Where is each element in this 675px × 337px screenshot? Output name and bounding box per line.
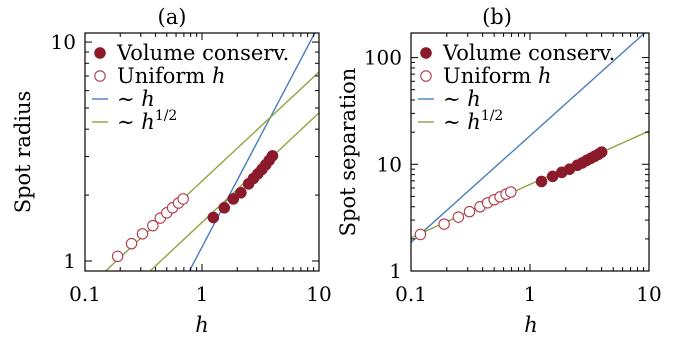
panel-b-lines: [411, 33, 649, 244]
volume-conserv-point-2: [227, 193, 240, 205]
x-tick-label: 10: [636, 282, 661, 306]
y-tick-label: 1: [63, 249, 76, 273]
uniform-h-point-3: [147, 219, 159, 232]
volume-conserv-point-3: [235, 186, 247, 199]
legend-label-1: Uniform h: [117, 64, 226, 88]
panel-a-ticks: 0.1 1 10 1 10: [51, 30, 332, 306]
y-tick-label: 10: [51, 30, 76, 54]
volume-conserv-point-1: [218, 201, 231, 214]
x-tick-label: 0.1: [69, 282, 101, 306]
uniform-h-point-1: [125, 237, 138, 250]
legend-label-0: Volume conserv.: [442, 41, 615, 65]
legend-label-3: ∼ h1/2: [443, 108, 503, 134]
y-tick-label: 1: [389, 259, 402, 283]
panel-a-points: [111, 150, 279, 263]
uniform-h-point-3: [463, 205, 476, 218]
panel-a-label: (a): [158, 5, 187, 29]
reference-line-2-0: [411, 33, 646, 244]
volume-conserv-point-0: [207, 211, 220, 224]
uniform-h-point-2: [136, 228, 149, 240]
panel-b-xlabel: h: [524, 313, 538, 337]
y-tick-label: 10: [377, 152, 402, 176]
x-tick-label: 1: [196, 282, 209, 306]
x-tick-label: 10: [306, 282, 331, 306]
panel-a-legend: Volume conserv.Uniform h∼ h∼ h1/2: [92, 41, 289, 134]
panel-b-ylabel: Spot separation: [336, 68, 360, 237]
panel-b-label: (b): [482, 5, 512, 29]
volume-conserv-point-10: [266, 150, 279, 162]
panel-a-ylabel: Spot radius: [11, 91, 35, 214]
legend-label-2: ∼ h: [117, 87, 155, 111]
panel-a-xlabel: h: [195, 313, 209, 337]
legend-point-marker: [420, 47, 432, 59]
chart-panel-a: (a) 0.1 1 10 1 10 Spot radius h Volume conse…: [11, 5, 332, 337]
uniform-h-point-0: [414, 228, 427, 241]
legend-label-2: ∼ h: [443, 87, 481, 111]
volume-conserv-point-0: [535, 175, 548, 188]
uniform-h-point-9: [505, 186, 517, 198]
legend-point-marker: [420, 70, 432, 82]
uniform-h-point-0: [111, 250, 124, 263]
reference-line-3-0: [411, 130, 649, 239]
y-tick-label: 100: [364, 46, 402, 70]
uniform-h-point-1: [438, 218, 450, 230]
reference-line-3-1: [149, 112, 319, 271]
x-tick-label: 0.1: [395, 282, 427, 306]
legend-point-marker: [94, 70, 106, 82]
uniform-h-point-8: [177, 193, 189, 205]
panel-b-legend: Volume conserv.Uniform h∼ h∼ h1/2: [418, 41, 615, 134]
legend-label-3: ∼ h1/2: [117, 108, 177, 134]
legend-label-0: Volume conserv.: [116, 41, 289, 65]
volume-conserv-point-10: [595, 146, 608, 158]
reference-line-2-0: [188, 33, 316, 271]
legend-label-1: Uniform h: [443, 64, 552, 88]
panel-b-points: [414, 146, 608, 241]
x-tick-label: 1: [524, 282, 537, 306]
legend-point-marker: [94, 47, 106, 59]
uniform-h-point-2: [452, 211, 465, 223]
